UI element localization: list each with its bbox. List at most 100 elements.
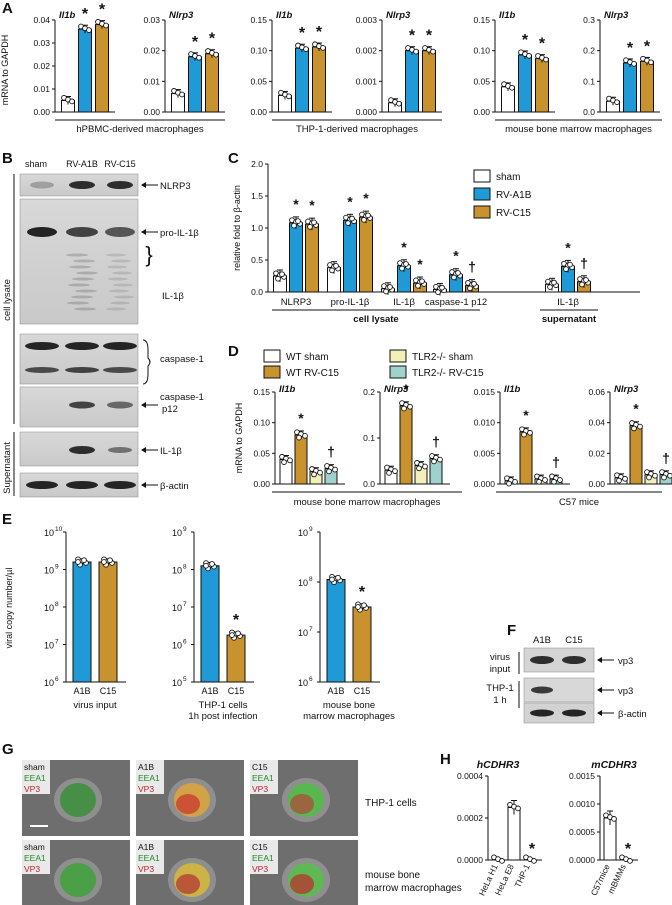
panel-h-chart-1-tick-label: 0.0005 — [569, 827, 595, 837]
panel-b-smear — [106, 253, 126, 257]
panel-d-chart-1-tick-label: 0.2 — [363, 387, 375, 397]
micrograph-label-sample: C15 — [252, 842, 268, 852]
panel-a-chart-2-tick-label: 0.10 — [250, 46, 267, 56]
panel-d-legend-swatch — [389, 349, 407, 363]
micrograph-stain-eea1 — [60, 783, 96, 817]
micrograph-label-vp3: VP3 — [24, 784, 40, 794]
panel-a-star: * — [299, 25, 306, 42]
panel-a-chart-0-tick-label: 0.02 — [33, 61, 50, 71]
panel-b-smear — [68, 283, 90, 287]
panel-c-group-label: supernatant — [542, 314, 597, 325]
panel-a-point — [213, 51, 219, 58]
panel-a-point — [614, 99, 620, 106]
panel-b-smear — [69, 265, 91, 269]
panel-d-point — [631, 425, 637, 432]
panel-h-point — [627, 858, 633, 864]
panel-e-category-label: C15 — [354, 686, 371, 696]
panel-e-tick-base: 10 — [172, 641, 182, 651]
panel-e-tick-exp: 5 — [183, 676, 187, 683]
panel-g-row-label: THP-1 cells — [365, 798, 417, 809]
panel-h-point — [531, 858, 537, 864]
panel-b-band — [69, 401, 95, 409]
panel-a-point — [396, 100, 402, 107]
panel-e-tick-base: 10 — [44, 528, 54, 538]
panel-b-lane-label: sham — [25, 159, 47, 169]
panel-e-tick-exp: 6 — [55, 676, 59, 683]
panel-d-legend-swatch — [389, 365, 407, 379]
panel-e-tick-base: 10 — [172, 603, 182, 613]
panel-d-legend-label: TLR2-/- RV-C15 — [412, 368, 484, 379]
panel-c-bar — [343, 219, 357, 293]
micrograph-label-vp3: VP3 — [252, 864, 268, 874]
panel-a-chart-title: Nlrp3 — [604, 10, 629, 21]
panel-d-point — [622, 475, 628, 482]
panel-a-bar — [78, 28, 92, 113]
panel-b-band — [65, 342, 99, 350]
panel-e-bar — [352, 606, 372, 683]
panel-d-point — [431, 458, 437, 465]
panel-f-arrow — [597, 687, 602, 693]
panel-d-chart-1-tick-label: 0.1 — [363, 433, 375, 443]
panel-e-tick-exp: 7 — [183, 601, 187, 608]
panel-b-blot-il1b — [19, 198, 139, 325]
panel-e-xlabel: 1h post infection — [188, 711, 257, 722]
panel-e-tick-base: 10 — [298, 578, 308, 588]
panel-d-mark: * — [523, 407, 529, 423]
panel-c-tick-label: 1.5 — [251, 191, 263, 201]
panel-d-chart-title: Nlrp3 — [384, 384, 409, 395]
panel-d-chart-0-tick-label: 0.15 — [253, 387, 270, 397]
panel-h-chart-1-tick-label: 0.0015 — [569, 771, 595, 781]
panel-a-star: * — [316, 24, 323, 41]
panel-a-point — [509, 84, 515, 91]
panel-c-legend-swatch — [473, 187, 491, 201]
panel-c-point — [551, 279, 557, 286]
panel-e-point — [229, 632, 235, 638]
panel-a-bar — [640, 60, 654, 113]
panel-c-point — [439, 284, 445, 291]
panel-d-chart-0-tick-label: 0.00 — [253, 479, 270, 489]
panel-e-star: * — [359, 584, 366, 601]
panel-f-lane-label: A1B — [533, 635, 551, 646]
panel-c-point — [451, 274, 457, 281]
panel-a-chart-2-tick-label: 0.15 — [250, 15, 267, 25]
panel-d-point — [302, 432, 308, 439]
panel-a-star: * — [426, 28, 433, 45]
panel-c-point — [415, 282, 421, 289]
panel-a-point — [69, 98, 75, 105]
panel-c-legend-label: RV-C15 — [496, 208, 531, 219]
panel-e-xlabel: marrow macrophages — [303, 711, 395, 722]
panel-b-smear — [110, 301, 130, 305]
panel-c-mark: * — [417, 256, 423, 272]
panel-a-point — [430, 48, 436, 55]
panel-a-bar — [405, 50, 419, 113]
panel-a-group-label: THP-1-derived macrophages — [296, 124, 418, 135]
panel-h-category-label: THP-1 — [512, 862, 532, 889]
panel-e-tick-exp: 8 — [183, 564, 187, 571]
panel-a-star: * — [539, 36, 546, 53]
micrograph-label-box — [22, 840, 50, 874]
panel-letter-b: B — [2, 150, 13, 167]
panel-e-xlabel: mouse bone — [323, 700, 375, 711]
panel-a-star: * — [82, 6, 89, 23]
panel-c-mark: * — [309, 197, 315, 213]
panel-d-point — [557, 477, 563, 483]
panel-d-chart-3-tick-label: 0.02 — [588, 448, 605, 458]
panel-c-legend-swatch — [473, 169, 491, 183]
panel-c-point — [547, 284, 553, 290]
panel-c-point — [307, 224, 313, 230]
panel-d-bar — [294, 434, 308, 485]
panel-e-tick-base: 10 — [172, 528, 182, 538]
panel-d-chart-2-tick-label: 0.000 — [474, 479, 496, 489]
panel-c-point — [583, 277, 589, 283]
panel-b-lane-label: RV-A1B — [66, 159, 98, 169]
panel-c-point — [275, 275, 281, 282]
panel-b-blot-caspase — [19, 333, 139, 385]
micrograph-label-sample: A1B — [138, 842, 154, 852]
panel-d-mark: * — [403, 381, 409, 397]
panel-b-arrow — [141, 482, 146, 488]
panel-d-point — [287, 457, 293, 464]
panel-c-tick-label: 1.0 — [251, 223, 263, 233]
panel-b-band — [104, 481, 136, 489]
panel-b-band-label: p12 — [162, 404, 178, 415]
panel-d-legend-label: WT sham — [286, 352, 329, 363]
